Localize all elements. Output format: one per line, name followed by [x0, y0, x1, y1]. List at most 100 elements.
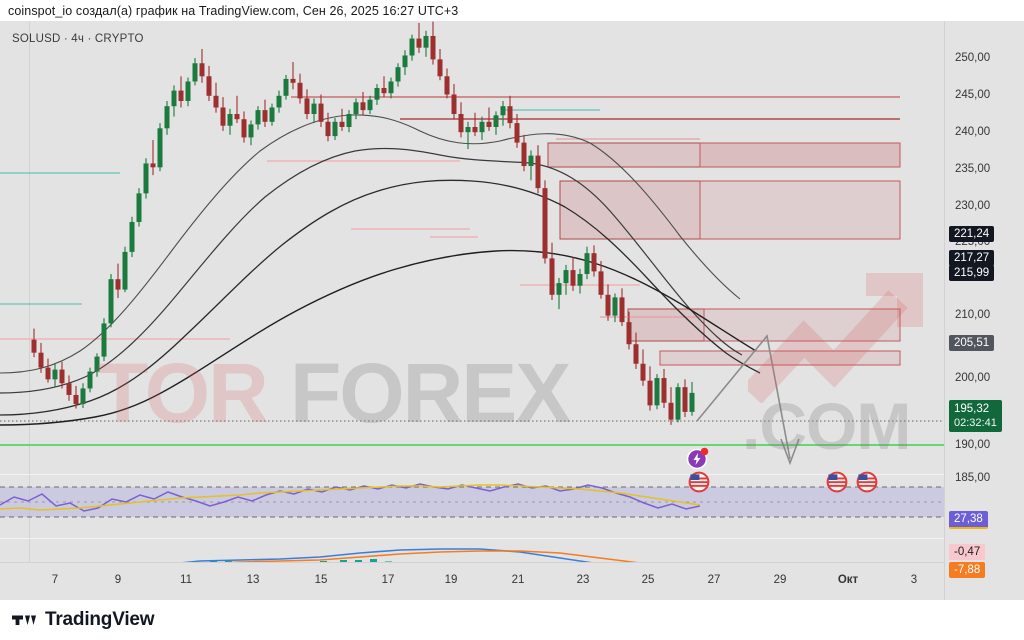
candle-body [577, 273, 583, 286]
lightning-idea-marker[interactable] [686, 446, 710, 470]
time-tick-8: 23 [576, 574, 590, 586]
candle-body [171, 90, 177, 107]
price-axis[interactable]: 250,00 245,00 240,00 235,00 230,00 225,00 210,… [944, 21, 1024, 600]
candle-body [444, 76, 450, 95]
time-tick-13: 3 [910, 574, 918, 586]
candle-body [136, 193, 142, 222]
candle-body [381, 87, 387, 94]
candle-body [682, 387, 688, 412]
time-tick-5: 17 [381, 574, 395, 586]
candle-body [633, 344, 639, 364]
candle-body [626, 322, 632, 345]
candle-body [241, 119, 247, 138]
candle-body [262, 110, 268, 122]
price-tick-3: 235,00 [955, 163, 991, 175]
price-tick-1: 245,00 [955, 89, 991, 101]
symbol-legend[interactable]: SOLUSD · 4ч · CRYPTO [12, 33, 144, 45]
candle-body [199, 63, 205, 77]
candle-body [479, 121, 485, 133]
candle-body [409, 38, 415, 56]
candle-body [73, 394, 79, 405]
candle-body [605, 294, 611, 316]
event-flag-icon-3[interactable] [856, 471, 878, 493]
price-badge-6[interactable]: -7,88 [949, 562, 986, 578]
candle-body [367, 99, 373, 111]
stoch-rsi-plot[interactable] [0, 475, 944, 537]
candle-body [647, 380, 653, 406]
candle-body [619, 297, 625, 323]
price-badge-1[interactable]: 217,27 [949, 250, 995, 266]
candle-body [227, 114, 233, 126]
price-badge-5[interactable]: -0,47 [949, 544, 986, 560]
candle-body [143, 163, 149, 194]
candle-body [45, 367, 51, 380]
time-tick-6: 19 [444, 574, 458, 586]
candle-body [542, 188, 548, 259]
pane-separator-2[interactable] [0, 538, 944, 539]
stoch-rsi-pane[interactable] [0, 475, 944, 537]
candle-body [549, 258, 555, 295]
candle-body [332, 121, 338, 137]
candle-body [206, 76, 212, 96]
tradingview-logo-icon [12, 615, 36, 625]
candle-body [374, 87, 380, 100]
price-badge-3[interactable]: 205,51 [949, 335, 995, 351]
footer: TradingView [0, 600, 1024, 640]
candle-body [276, 95, 282, 108]
price-badge-2[interactable]: 215,99 [949, 265, 995, 281]
event-flag-icon-1[interactable] [688, 471, 710, 493]
last-price-value: 195,32 [954, 403, 990, 415]
price-tick-9: 185,00 [955, 472, 991, 484]
bar-countdown: 02:32:41 [954, 417, 997, 429]
price-badge-0[interactable]: 221,24 [949, 226, 995, 242]
candle-body [430, 35, 436, 60]
candle-body [591, 253, 597, 272]
candle-body [94, 356, 100, 372]
time-tick-4: 15 [314, 574, 328, 586]
candle-body [318, 103, 324, 122]
attribution-header: coinspot_io создал(а) график на TradingV… [0, 0, 1024, 21]
time-tick-3: 13 [246, 574, 260, 586]
time-tick-12: Окт [837, 574, 859, 586]
candle-body [402, 55, 408, 68]
price-tick-2: 240,00 [955, 126, 991, 138]
forecast-arrow[interactable] [696, 334, 800, 466]
price-pane[interactable] [0, 21, 944, 473]
price-tick-7: 200,00 [955, 372, 991, 384]
candle-body [465, 127, 471, 133]
price-plot[interactable] [0, 21, 944, 473]
candle-body [164, 106, 170, 129]
price-tick-8: 190,00 [955, 439, 991, 451]
candle-body [297, 82, 303, 99]
price-badge-4[interactable]: 27,38 [949, 511, 988, 529]
candle-body [451, 94, 457, 115]
time-tick-9: 25 [641, 574, 655, 586]
candle-body [87, 371, 93, 389]
chart-frame[interactable]: TOR FOREX .COM SOLUSD · 4ч · CRYPTO [0, 21, 1024, 600]
candle-body [339, 121, 345, 128]
last-price-badge[interactable]: 195,32 02:32:41 [949, 400, 1002, 432]
candle-body [108, 279, 114, 324]
time-axis[interactable]: 7 9 11 13 15 17 19 21 23 25 27 29 Окт 3 [0, 562, 944, 600]
candle-body [255, 110, 261, 125]
candle-body [311, 103, 317, 115]
time-tick-10: 27 [707, 574, 721, 586]
candle-body [150, 163, 156, 168]
candle-body [661, 378, 667, 403]
candle-body [640, 363, 646, 381]
candle-body [500, 106, 506, 116]
candle-body [395, 67, 401, 82]
candle-body [31, 339, 37, 353]
candle-body [416, 38, 422, 48]
candle-body [668, 402, 674, 420]
candle-body [521, 142, 527, 167]
price-tick-0: 250,00 [955, 52, 991, 64]
candle-body [528, 155, 534, 167]
candle-body [213, 95, 219, 108]
candle-body [654, 378, 660, 406]
time-tick-7: 21 [511, 574, 525, 586]
price-tick-4: 230,00 [955, 200, 991, 212]
event-flag-icon-2[interactable] [826, 471, 848, 493]
pane-separator-1[interactable] [0, 474, 944, 475]
candle-body [388, 81, 394, 94]
